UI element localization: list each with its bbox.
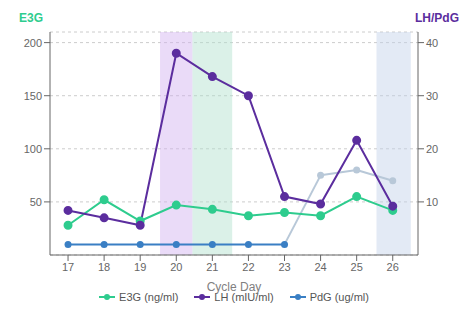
svg-text:20: 20	[170, 261, 182, 273]
svg-text:17: 17	[62, 261, 74, 273]
svg-text:LH/PdG: LH/PdG	[415, 11, 459, 25]
svg-text:Cycle Day: Cycle Day	[207, 280, 262, 294]
svg-text:18: 18	[98, 261, 110, 273]
svg-text:E3G: E3G	[19, 11, 43, 25]
svg-text:25: 25	[351, 261, 363, 273]
svg-text:19: 19	[134, 261, 146, 273]
svg-text:30: 30	[426, 90, 438, 102]
svg-text:150: 150	[24, 90, 42, 102]
html-text:PdG (ug/ml): PdG (ug/ml)	[309, 291, 369, 303]
svg-text:50: 50	[30, 196, 42, 208]
svg-text:26: 26	[387, 261, 399, 273]
svg-text:100: 100	[24, 143, 42, 155]
html-text:E3G (ng/ml): E3G (ng/ml)	[119, 291, 179, 303]
svg-text:20: 20	[426, 143, 438, 155]
svg-text:200: 200	[24, 37, 42, 49]
svg-text:21: 21	[206, 261, 218, 273]
svg-text:22: 22	[242, 261, 254, 273]
svg-text:24: 24	[314, 261, 326, 273]
svg-text:40: 40	[426, 37, 438, 49]
html-text:LH (mIU/ml): LH (mIU/ml)	[214, 291, 274, 303]
svg-text:10: 10	[426, 196, 438, 208]
svg-text:23: 23	[278, 261, 290, 273]
